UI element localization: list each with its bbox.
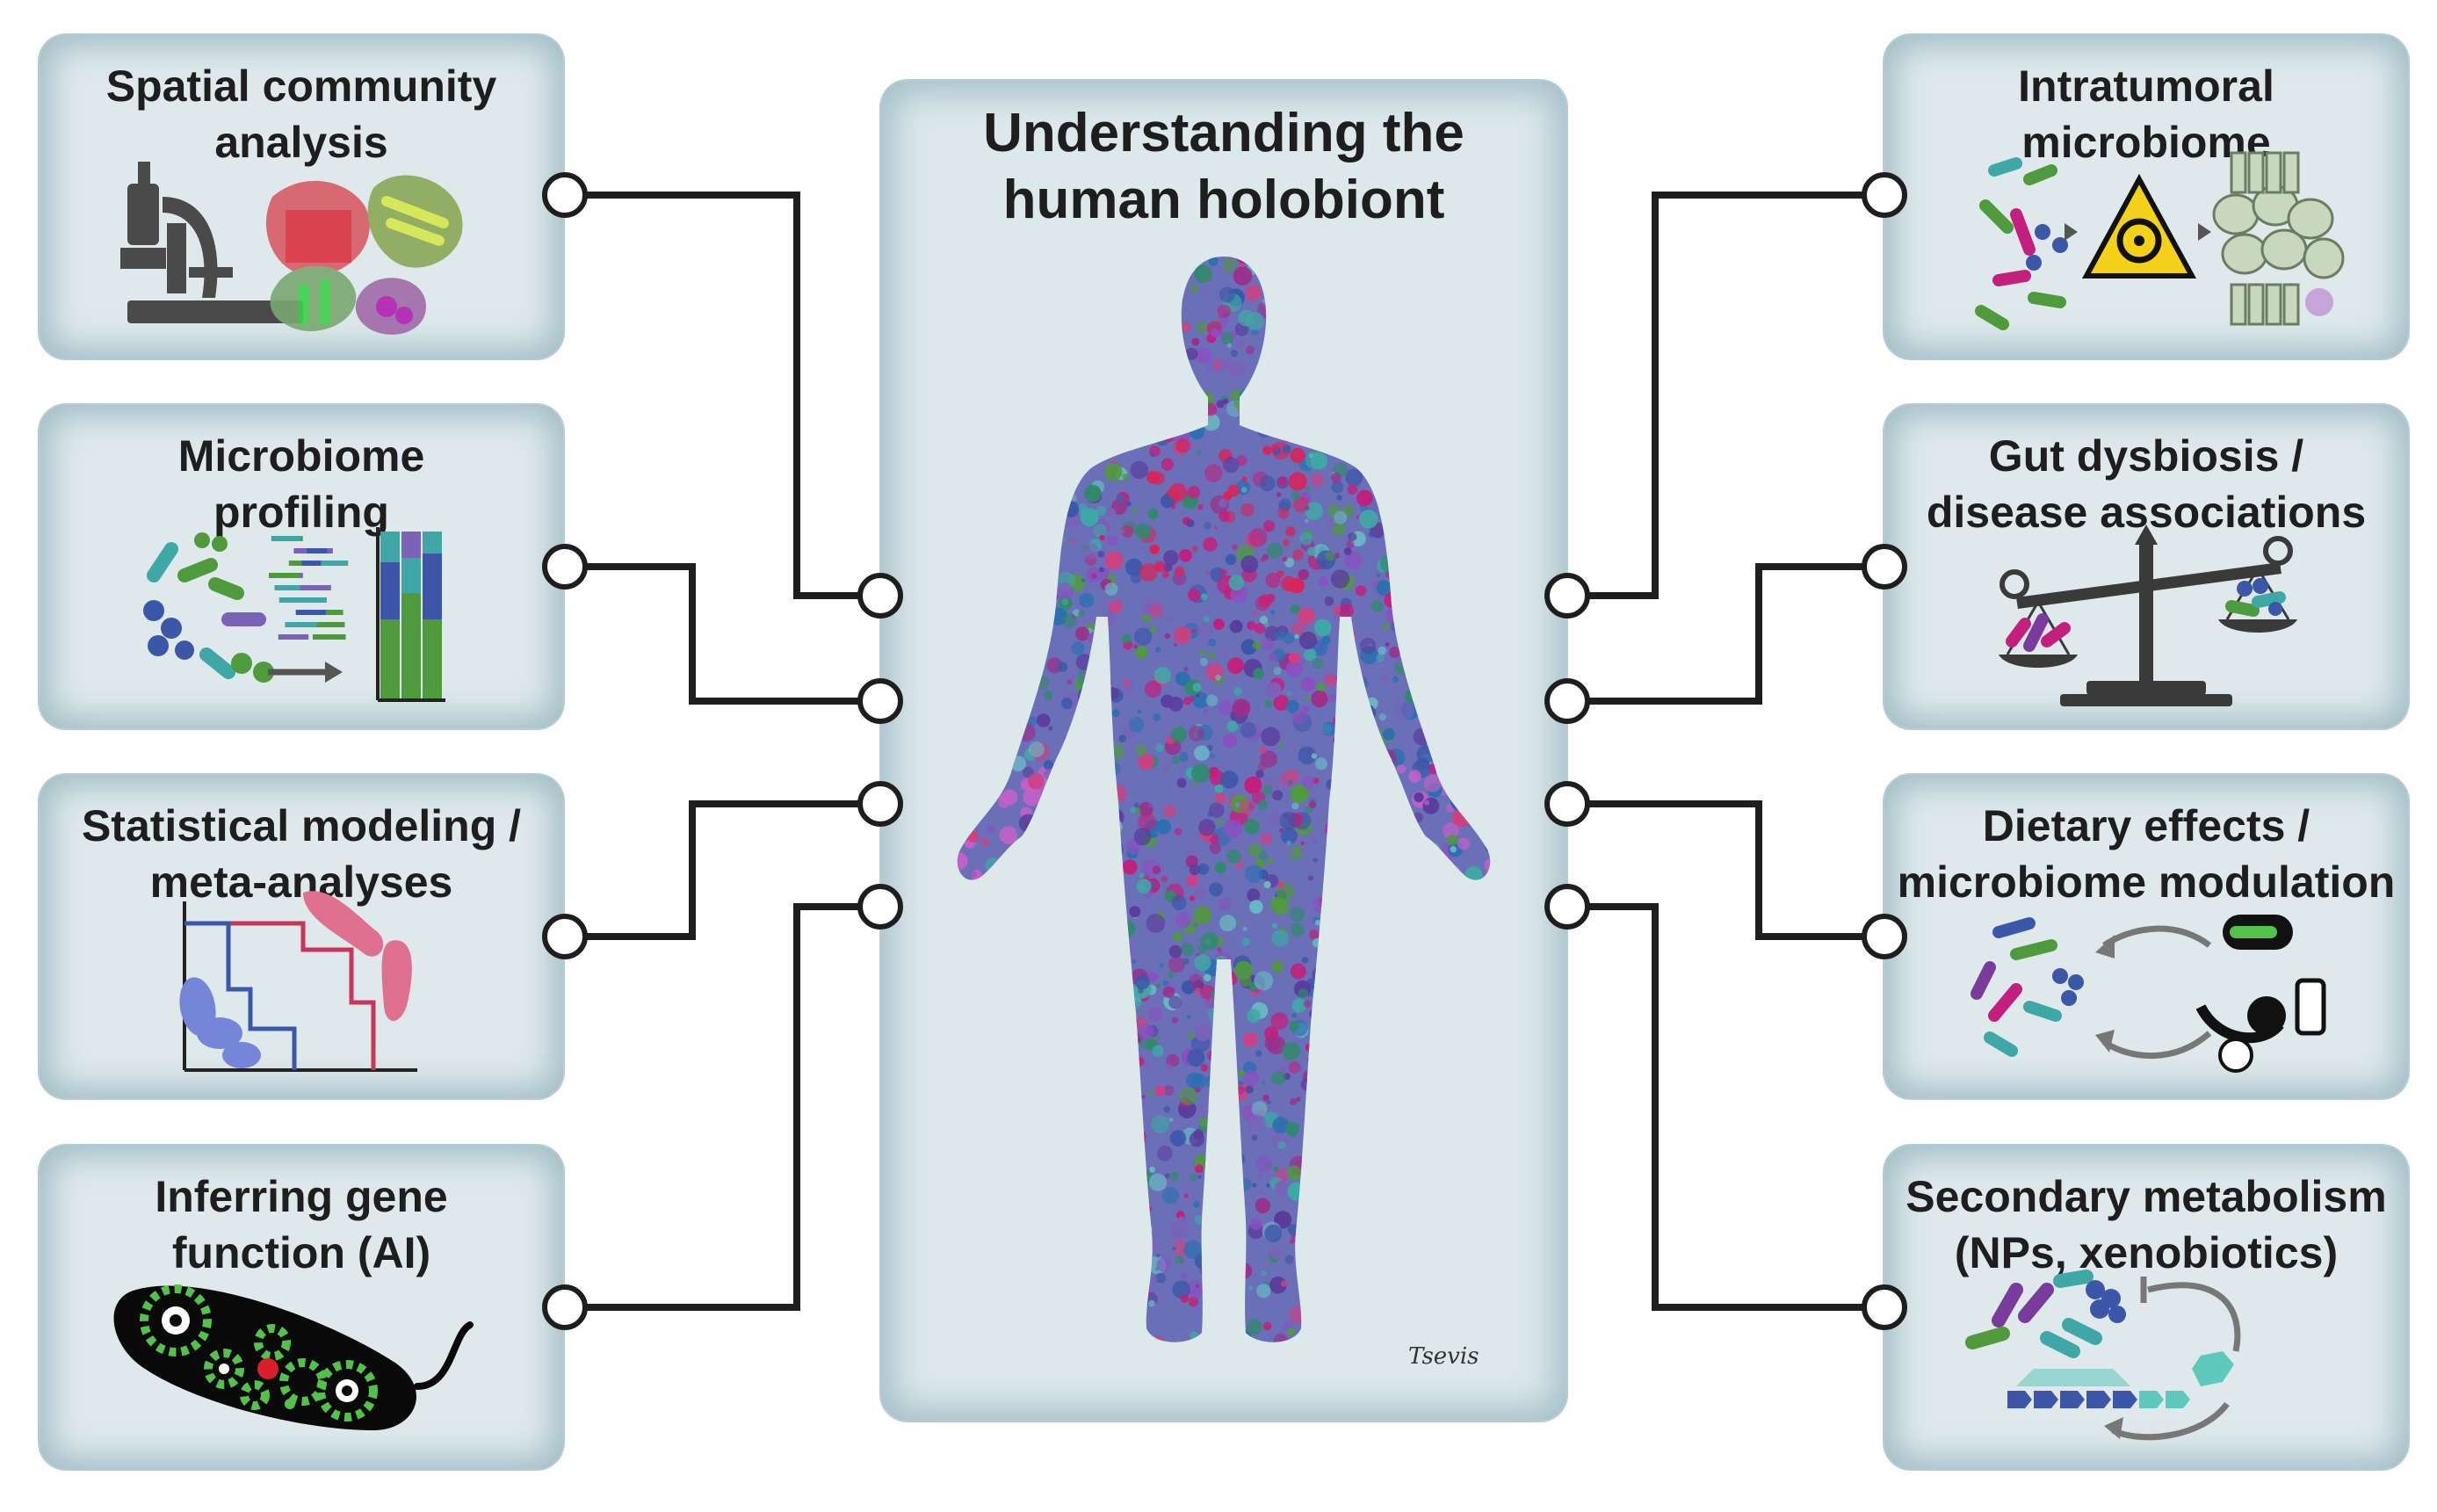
center-title-line2: human holobiont xyxy=(1002,170,1445,230)
connector-node xyxy=(857,781,903,827)
panel-microbiome-profiling: Microbiome profiling xyxy=(40,405,563,728)
panel-title: Inferring gene function (AI) xyxy=(40,1168,563,1281)
microscope-icon xyxy=(40,144,563,346)
bacterium-gears-icon xyxy=(40,1255,563,1457)
connector-node xyxy=(857,573,903,619)
panel-title-line1: Intratumoral xyxy=(2018,61,2274,111)
connector-node xyxy=(1544,781,1590,827)
gene-cluster-icon xyxy=(1884,1255,2408,1457)
panel-title-line2: (NPs, xenobiotics) xyxy=(1954,1228,2339,1277)
panel-title-line2: profiling xyxy=(213,488,389,537)
panel-title-line2: microbiome modulation xyxy=(1897,857,2396,907)
center-title-line1: Understanding the xyxy=(983,103,1464,163)
biohazard-icon xyxy=(1884,144,2408,346)
sequencing-bars-icon xyxy=(40,514,563,716)
connector-node xyxy=(1544,678,1590,724)
panel-title-line2: meta-analyses xyxy=(149,857,453,907)
panel-spatial-community-analysis: Spatial community analysis xyxy=(40,35,563,358)
panel-title: Dietary effects / microbiome modulation xyxy=(1884,798,2408,910)
panel-gut-dysbiosis: Gut dysbiosis / disease associations xyxy=(1884,405,2408,728)
connector-node xyxy=(542,172,588,218)
panel-intratumoral-microbiome: Intratumoral microbiome xyxy=(1884,35,2408,358)
panel-title: Microbiome profiling xyxy=(40,428,563,540)
panel-title-line1: Microbiome xyxy=(177,431,425,481)
panel-title: Spatial community analysis xyxy=(40,58,563,170)
food-cycle-icon xyxy=(1884,884,2408,1086)
connector-node xyxy=(1862,172,1907,218)
panel-statistical-modeling: Statistical modeling / meta-analyses xyxy=(40,775,563,1098)
connector-node xyxy=(1544,884,1590,930)
panel-title: Intratumoral microbiome xyxy=(1884,58,2408,170)
connector-node xyxy=(542,1284,588,1330)
panel-title-line2: function (AI) xyxy=(171,1228,431,1277)
connector-node xyxy=(857,678,903,724)
panel-title-line1: Gut dysbiosis / xyxy=(1988,431,2304,481)
balance-scale-icon xyxy=(1884,514,2408,716)
panel-title-line2: analysis xyxy=(214,118,388,167)
center-title: Understanding the human holobiont xyxy=(881,100,1566,234)
connector-node xyxy=(1862,1284,1907,1330)
panel-title: Secondary metabolism (NPs, xenobiotics) xyxy=(1884,1168,2408,1281)
panel-title-line1: Dietary effects / xyxy=(1982,801,2310,850)
panel-title-line1: Inferring gene xyxy=(155,1172,448,1221)
connector-node xyxy=(542,914,588,959)
panel-secondary-metabolism: Secondary metabolism (NPs, xenobiotics) xyxy=(1884,1146,2408,1469)
artist-signature: Tsevis xyxy=(1408,1343,1479,1370)
connector-node xyxy=(1862,544,1907,590)
connector-node xyxy=(857,884,903,930)
human-holobiont-figure: Tsevis xyxy=(957,257,1491,1370)
connector-node xyxy=(1862,914,1907,959)
connector-node xyxy=(542,544,588,590)
panel-title-line1: Spatial community xyxy=(105,61,497,111)
panel-inferring-gene-function: Inferring gene function (AI) xyxy=(40,1146,563,1469)
panel-dietary-effects: Dietary effects / microbiome modulation xyxy=(1884,775,2408,1098)
connector-node xyxy=(1544,573,1590,619)
step-curve-icon xyxy=(40,884,563,1086)
panel-title: Statistical modeling / meta-analyses xyxy=(40,798,563,910)
panel-title-line2: microbiome xyxy=(2021,118,2271,167)
panel-title-line1: Secondary metabolism xyxy=(1905,1172,2387,1221)
panel-title-line1: Statistical modeling / xyxy=(81,801,522,850)
panel-title: Gut dysbiosis / disease associations xyxy=(1884,428,2408,540)
